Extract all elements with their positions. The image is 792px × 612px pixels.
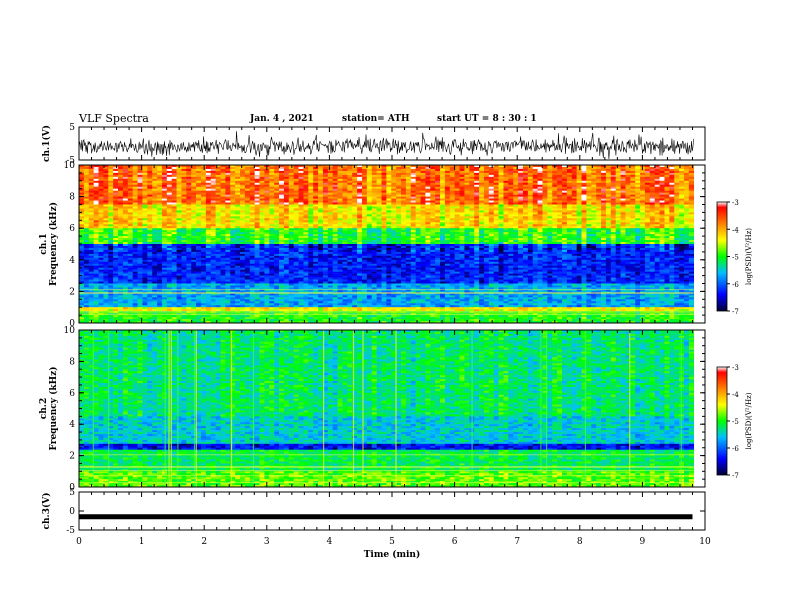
spectrogram-ch1 (79, 165, 695, 324)
x-tick-label: 3 (264, 537, 270, 547)
colorbar-tick-label: -6 (732, 445, 739, 453)
y-tick-label: 5 (69, 123, 75, 133)
x-tick-label: 10 (699, 537, 711, 547)
y-tick-label: 6 (69, 224, 75, 234)
colorbar-tick-label: -3 (732, 364, 739, 372)
x-tick-label: 9 (640, 537, 646, 547)
ch1-axis-label-line1: ch.1 (39, 233, 49, 254)
colorbar-tick-label: -5 (732, 418, 739, 426)
x-tick-label: 1 (139, 537, 145, 547)
colorbar-label: log(PSD)(V²/Hz) (745, 228, 753, 285)
x-tick-label: 8 (577, 537, 583, 547)
station-label: station= ATH (342, 114, 410, 124)
colorbar-tick-label: -6 (732, 281, 739, 289)
ch1-waveform-line (78, 131, 694, 160)
colorbar-gradient (716, 201, 728, 312)
colorbar-label: log(PSD)(V²/Hz) (745, 392, 753, 449)
ch2-axis-label-line2: Frequency (kHz) (48, 366, 59, 450)
y-tick-label: 4 (69, 256, 75, 266)
colorbar-gradient (716, 366, 728, 476)
colorbar-ch1: -3 -4 -5 -6 -7 log(PSD)(V²/Hz) (716, 199, 753, 316)
y-tick-label: -5 (66, 526, 75, 536)
y-tick-label: 0 (69, 483, 75, 493)
ch1-axis-label-line2: Frequency (kHz) (48, 202, 59, 286)
x-tick-label: 7 (514, 537, 520, 547)
y-tick-label: 10 (64, 326, 76, 336)
y-tick-label: 4 (69, 420, 75, 430)
spectrogram-ch2 (79, 330, 695, 488)
ch1-voltage-axis-label: ch.1(V) (41, 125, 52, 162)
x-axis-label: Time (min) (364, 549, 421, 560)
panel-frame-4 (78, 491, 706, 531)
ch2-axis-label-line1: ch.2 (39, 398, 49, 419)
y-tick-label: 6 (69, 389, 75, 399)
start-time-label: start UT = 8 : 30 : 1 (437, 114, 537, 124)
colorbar-tick-label: -3 (732, 199, 739, 207)
x-tick-label: 5 (389, 537, 395, 547)
colorbar-tick-label: -7 (732, 308, 739, 316)
y-tick-label: 0 (69, 319, 75, 329)
colorbar-ch2: -3 -4 -5 -6 -7 log(PSD)(V²/Hz) (716, 364, 753, 480)
chart-title: VLF Spectra (79, 112, 149, 125)
x-tick-label: 2 (201, 537, 207, 547)
y-tick-label: 0 (69, 507, 75, 517)
y-tick-label: 8 (69, 357, 75, 367)
y-tick-label: 10 (64, 161, 76, 171)
x-tick-label: 0 (76, 537, 82, 547)
y-tick-label: 8 (69, 193, 75, 203)
colorbar-tick-label: -5 (732, 254, 739, 262)
y-tick-label: 2 (69, 287, 75, 297)
y-tick-label: 2 (69, 452, 75, 462)
y-tick-label: -5 (66, 156, 75, 166)
ch3-voltage-axis-label: ch.3(V) (41, 493, 52, 530)
y-tick-label: 5 (69, 488, 75, 498)
x-tick-label: 4 (327, 537, 333, 547)
x-tick-label: 6 (452, 537, 458, 547)
colorbar-tick-label: -4 (732, 226, 739, 234)
colorbar-tick-label: -7 (732, 472, 739, 480)
date-label: Jan. 4 , 2021 (250, 114, 314, 124)
waveform-ch1 (78, 131, 694, 160)
colorbar-tick-label: -4 (732, 391, 739, 399)
